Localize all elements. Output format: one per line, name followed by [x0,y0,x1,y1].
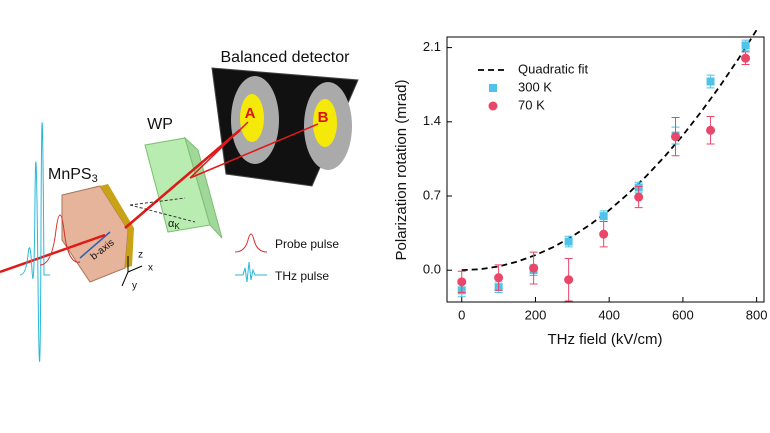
data-point [457,277,467,287]
fit-line [461,29,758,272]
y-axis-label: Polarization rotation (mrad) [393,80,410,261]
sample-label: MnPS3 [48,166,98,185]
spot-label: A [245,105,256,122]
data-point [599,229,609,239]
angle-subscript: K [174,222,180,231]
legend-label: 300 K [518,79,552,94]
data-point [706,77,715,86]
x-tick-label: 0 [458,307,465,322]
angle-lines [129,197,196,223]
plot-frame [446,36,765,303]
sample-name: MnPS [48,166,92,183]
thz-legend-icon [235,261,267,283]
probe-beam [0,129,241,274]
spot-label: B [318,109,329,126]
angle-label: αK [168,218,180,231]
b-axis-arrow [79,231,111,259]
data-point [671,132,681,142]
y-tick-label: 0.7 [423,187,441,202]
data-point [494,273,504,283]
split-beams [189,121,319,179]
y-tick-label: 0.0 [423,262,441,277]
angle-symbol: α [168,218,175,230]
y-tick-label: 1.4 [423,113,441,128]
axis-y: y [132,281,137,292]
spot [313,99,337,147]
axis-x: x [148,263,153,274]
data-point [564,275,574,285]
x-tick-label: 200 [525,307,547,322]
x-axis-label: THz field (kV/cm) [547,331,662,348]
coordinate-axes [121,256,143,287]
data-point [529,263,539,273]
legend-label: 70 K [518,97,545,112]
data-point [706,125,716,135]
waveplate-label: WP [147,116,173,133]
probe-pulse [39,214,81,266]
detector-label: Balanced detector [221,49,351,66]
legend-swatch [488,101,498,111]
data-point [599,212,608,221]
sample-subscript: 3 [92,173,98,185]
data-point [741,41,750,50]
probe-legend-icon [234,233,268,253]
x-tick-label: 400 [598,307,620,322]
data-point [741,53,751,63]
x-tick-label: 800 [746,307,768,322]
axis-z: z [138,250,143,261]
sample [61,185,129,283]
thz-legend-label: THz pulse [275,269,329,283]
waveplate-side [184,136,223,239]
spot [240,94,264,142]
legend-swatch [489,84,497,92]
legend-label: Quadratic fit [518,61,588,76]
thz-pulse [19,122,50,362]
x-tick-label: 600 [672,307,694,322]
y-tick-label: 2.1 [423,39,441,54]
setup-diagram: A B Balanced detector WP MnPS3 b-axis αK… [0,49,359,362]
probe-legend-label: Probe pulse [275,237,339,251]
data-point [564,237,573,246]
data-point [634,192,644,202]
